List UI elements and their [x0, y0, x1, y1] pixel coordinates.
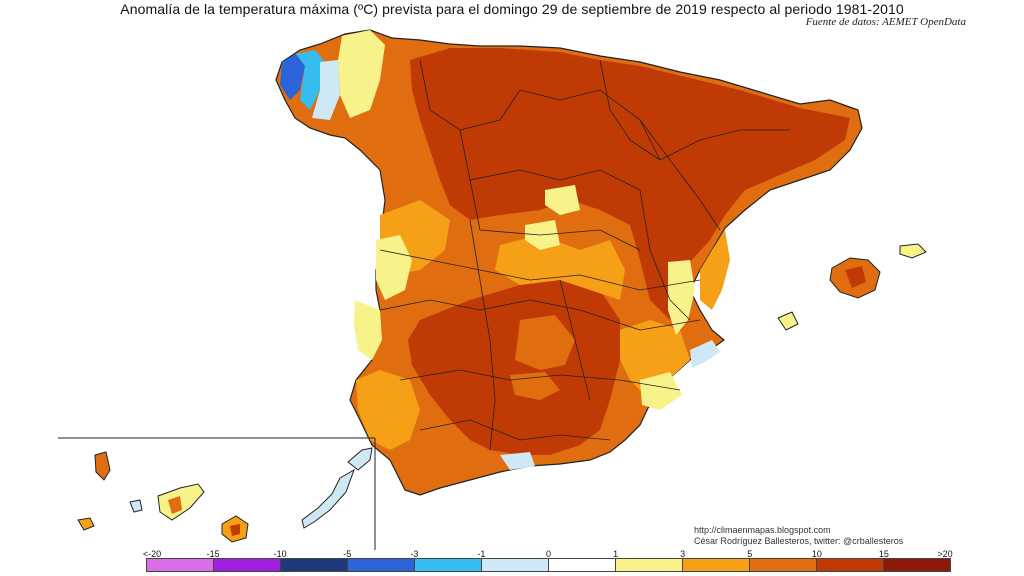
legend-tick-label: >20 [937, 549, 953, 559]
cool-almeria [690, 340, 720, 368]
ibiza [777, 311, 799, 331]
gran-canaria-core [230, 524, 240, 536]
cold-galicia-coast [280, 54, 305, 100]
legend-tick-label: 15 [878, 549, 889, 559]
credit-author: César Rodríguez Ballesteros, twitter: @c… [694, 536, 904, 546]
legend-swatch [884, 559, 950, 571]
data-source: Fuente de datos: AEMET OpenData [805, 16, 966, 28]
cool-galicia [296, 50, 325, 110]
slight-warm-madrid [545, 185, 580, 215]
cool-galicia-south [312, 60, 340, 120]
hot-patch-south [515, 315, 575, 370]
warm-east-coast [700, 230, 730, 310]
legend-swatch [616, 559, 683, 571]
legend-swatch [348, 559, 415, 571]
balearic-islands [777, 243, 927, 331]
very-hot-south [408, 280, 620, 455]
cool-malaga [500, 452, 535, 470]
slight-warm-extremadura [354, 300, 382, 360]
legend-tick-label: -5 [343, 549, 352, 559]
legend-tick-label: -15 [206, 549, 220, 559]
warm-central [495, 235, 625, 300]
el-hierro [77, 517, 95, 531]
legend-swatch [415, 559, 482, 571]
legend-swatch [281, 559, 348, 571]
peninsula [275, 29, 863, 496]
slight-warm-murcia [640, 372, 682, 410]
slight-warm-east [668, 260, 695, 335]
legend-tick-label: -3 [410, 549, 419, 559]
map-title: Anomalía de la temperatura máxima (ºC) p… [120, 1, 904, 17]
warm-southwest [356, 370, 420, 450]
legend-tick-label: 0 [545, 549, 552, 559]
legend-bar [146, 558, 951, 572]
legend-tick-label: 5 [747, 549, 753, 559]
legend-swatch [549, 559, 616, 571]
legend-tick-label: <-20 [142, 549, 162, 559]
tenerife-core [168, 496, 182, 514]
slight-warm-galicia [338, 30, 385, 118]
warm-southeast [620, 320, 690, 395]
mallorca-core [845, 266, 866, 288]
legend-ticks: <-20 -15 -10 -5 -3 -1 0 1 3 5 10 15 >20 [0, 549, 1024, 559]
legend-tick-label: -10 [273, 549, 287, 559]
legend-swatch [214, 559, 281, 571]
legend-tick-label: 1 [613, 549, 619, 559]
legend-tick-label: -1 [477, 549, 486, 559]
legend-swatch [147, 559, 214, 571]
canary-inset [58, 437, 376, 550]
fuerteventura [301, 468, 355, 529]
very-hot-north [410, 48, 850, 320]
tenerife [157, 483, 205, 521]
legend-swatch [482, 559, 549, 571]
legend-swatch [683, 559, 750, 571]
legend-tick-label: 3 [680, 549, 686, 559]
lanzarote [347, 447, 373, 471]
legend-tick-label: 10 [811, 549, 822, 559]
la-palma [94, 451, 111, 481]
legend-swatch [817, 559, 884, 571]
legend-swatch [750, 559, 817, 571]
la-gomera [129, 499, 143, 513]
menorca [899, 243, 927, 259]
credit-url: http://climaenmapas.blogspot.com [694, 525, 831, 535]
